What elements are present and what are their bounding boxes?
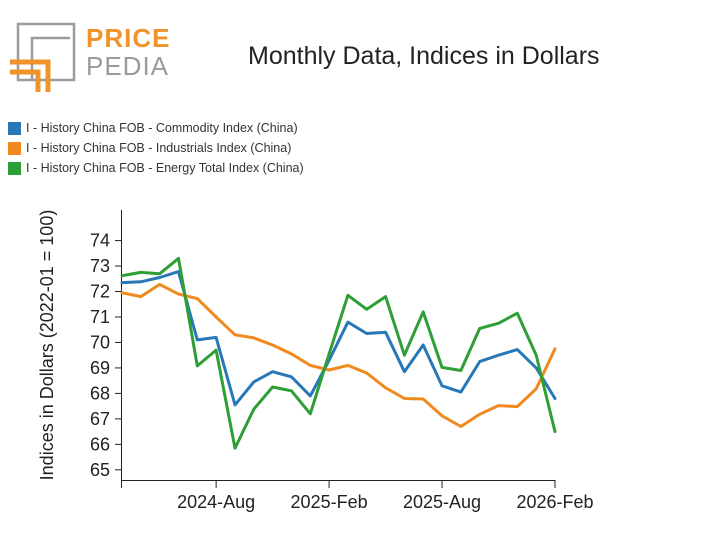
- x-tick-label: 2025-Aug: [403, 492, 481, 512]
- y-tick-label: 68: [90, 383, 110, 403]
- y-axis-title: Indices in Dollars (2022-01 = 100): [37, 210, 57, 481]
- legend-swatch-energy: [8, 161, 21, 175]
- legend-item-commodity[interactable]: I - History China FOB - Commodity Index …: [8, 118, 304, 138]
- series-line-energy[interactable]: [120, 256, 557, 450]
- y-tick-label: 72: [90, 282, 110, 302]
- legend-item-energy[interactable]: I - History China FOB - Energy Total Ind…: [8, 158, 304, 178]
- x-tick-label: 2026-Feb: [516, 492, 593, 512]
- y-tick-label: 70: [90, 332, 110, 352]
- logo-word-pedia: PEDIA: [86, 51, 170, 81]
- legend-item-industrials[interactable]: I - History China FOB - Industrials Inde…: [8, 138, 304, 158]
- y-tick-label: 74: [90, 231, 110, 251]
- logo-word-price: PRICE: [86, 23, 171, 53]
- legend-swatch-commodity: [8, 121, 21, 135]
- y-tick-label: 66: [90, 434, 110, 454]
- legend-label-industrials: I - History China FOB - Industrials Inde…: [26, 141, 292, 155]
- series-line-industrials[interactable]: [120, 282, 557, 428]
- y-tick-label: 67: [90, 409, 110, 429]
- chart-title: Monthly Data, Indices in Dollars: [248, 42, 600, 70]
- pricepedia-logo-mark: [10, 22, 76, 92]
- chart-legend: I - History China FOB - Commodity Index …: [8, 118, 304, 178]
- y-tick-label: 71: [90, 307, 110, 327]
- legend-label-commodity: I - History China FOB - Commodity Index …: [26, 121, 298, 135]
- y-tick-label: 73: [90, 256, 110, 276]
- x-axis: 2024-Aug 2025-Feb 2025-Aug 2026-Feb: [121, 480, 594, 512]
- y-tick-label: 69: [90, 358, 110, 378]
- legend-swatch-industrials: [8, 141, 21, 155]
- legend-label-energy: I - History China FOB - Energy Total Ind…: [26, 161, 304, 175]
- y-axis: 65 66 67 68 69 70 71 72 73 74: [90, 210, 122, 480]
- series-line-commodity[interactable]: [120, 270, 557, 407]
- pricepedia-logo: PRICE PEDIA: [8, 22, 171, 94]
- x-tick-label: 2025-Feb: [291, 492, 368, 512]
- x-tick-label: 2024-Aug: [177, 492, 255, 512]
- plot-area: [120, 256, 557, 450]
- y-tick-label: 65: [90, 460, 110, 480]
